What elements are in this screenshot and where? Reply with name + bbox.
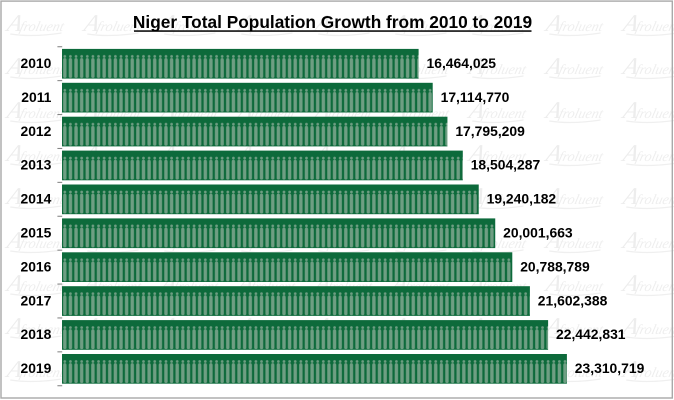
svg-text:2017: 2017: [20, 292, 51, 308]
svg-text:18,504,287: 18,504,287: [471, 157, 541, 173]
svg-text:2010: 2010: [20, 55, 51, 71]
svg-text:17,795,209: 17,795,209: [455, 123, 525, 139]
svg-text:2015: 2015: [20, 225, 51, 241]
svg-text:17,114,770: 17,114,770: [441, 89, 510, 105]
svg-text:2018: 2018: [20, 326, 51, 342]
svg-text:2014: 2014: [20, 191, 51, 207]
svg-text:19,240,182: 19,240,182: [487, 191, 557, 207]
svg-text:20,001,663: 20,001,663: [503, 225, 573, 241]
svg-text:22,442,831: 22,442,831: [556, 326, 626, 342]
svg-text:16,464,025: 16,464,025: [427, 55, 497, 71]
svg-text:21,602,388: 21,602,388: [538, 292, 608, 308]
svg-text:2016: 2016: [20, 258, 51, 274]
svg-text:2019: 2019: [20, 360, 51, 376]
svg-text:20,788,789: 20,788,789: [520, 258, 590, 274]
svg-text:23,310,719: 23,310,719: [575, 360, 645, 376]
svg-text:Niger Total Population Growth: Niger Total Population Growth from 2010 …: [133, 12, 532, 32]
svg-text:2013: 2013: [20, 157, 51, 173]
svg-text:2011: 2011: [21, 89, 51, 105]
svg-text:2012: 2012: [20, 123, 51, 139]
